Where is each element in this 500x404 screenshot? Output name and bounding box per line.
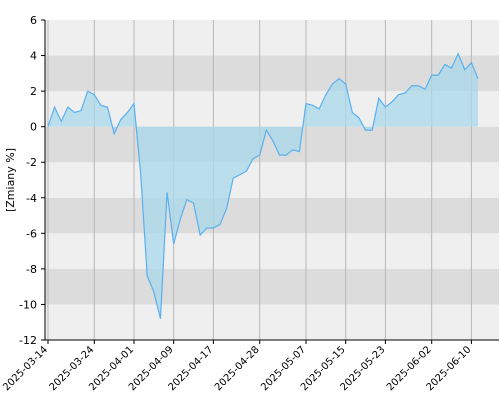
y-tick-label: -12: [19, 334, 37, 347]
grid-band: [45, 304, 499, 340]
y-tick-label: -8: [26, 263, 37, 276]
grid-band: [45, 20, 499, 56]
series-line: [47, 52, 479, 319]
axes: [44, 20, 499, 341]
y-tick-label: -10: [19, 298, 37, 311]
grid-band: [45, 197, 499, 234]
x-tick-label: 2025-03-14: [1, 344, 50, 393]
y-tick-label: -6: [26, 227, 37, 240]
y-axis-label: [Zmiany %]: [4, 148, 17, 212]
y-tick-label: 2: [30, 85, 37, 98]
x-tick-labels: 2025-03-142025-03-242025-04-012025-04-09…: [1, 340, 474, 393]
y-tick-label: -4: [26, 192, 37, 205]
plot-background-bands: [45, 20, 499, 340]
y-tick-label: 6: [30, 14, 37, 27]
grid-band: [45, 55, 499, 92]
grid-band: [45, 268, 499, 305]
area-fill: [48, 53, 478, 319]
x-tick-label: 2025-04-28: [213, 344, 262, 393]
y-tick-label: 4: [30, 50, 37, 63]
grid-band: [45, 233, 499, 269]
y-tick-label: -2: [26, 156, 37, 169]
grid-band: [45, 162, 499, 198]
y-tick-label: 0: [30, 121, 37, 134]
y-tick-labels: -12 -10 -8 -6 -4 -2 0 2 4 6: [19, 14, 45, 347]
